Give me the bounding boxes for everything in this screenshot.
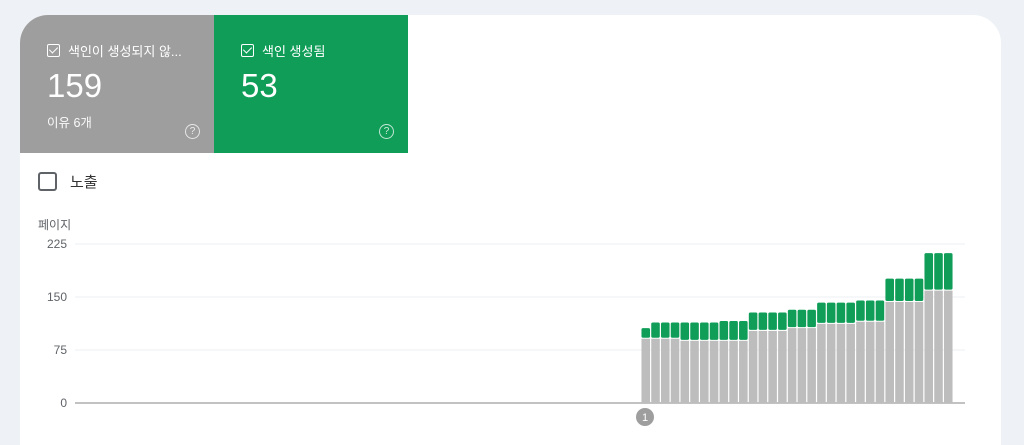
bar-indexed[interactable] — [924, 253, 934, 290]
bar-indexed[interactable] — [651, 322, 660, 338]
bar-not-indexed[interactable] — [651, 338, 660, 403]
bar-not-indexed[interactable] — [680, 340, 690, 403]
bar-indexed[interactable] — [934, 253, 943, 290]
tile-value: 159 — [47, 67, 103, 104]
bar-not-indexed[interactable] — [709, 340, 719, 403]
bar-indexed[interactable] — [895, 278, 904, 301]
bar-not-indexed[interactable] — [670, 338, 680, 403]
bar-not-indexed[interactable] — [807, 328, 816, 403]
bar-indexed[interactable] — [709, 322, 719, 340]
bar-not-indexed[interactable] — [729, 340, 738, 403]
bar-not-indexed[interactable] — [641, 338, 651, 403]
tile-label: 색인 생성됨 — [262, 43, 326, 59]
bar-not-indexed[interactable] — [797, 328, 807, 403]
bar-not-indexed[interactable] — [846, 323, 855, 403]
bar-indexed[interactable] — [817, 302, 826, 323]
bar-not-indexed[interactable] — [895, 301, 904, 403]
annotation-label: 1 — [642, 412, 648, 424]
index-coverage-card: 색인이 생성되지 않... 159 이유 6개 ? 색인 생성됨 53 ? 노출 — [20, 15, 1001, 445]
bar-indexed[interactable] — [865, 300, 875, 321]
bar-not-indexed[interactable] — [778, 330, 787, 403]
checkbox-unchecked-icon[interactable] — [38, 172, 57, 191]
y-tick-label: 225 — [47, 237, 67, 251]
bar-not-indexed[interactable] — [719, 340, 729, 403]
help-circle-icon[interactable]: ? — [379, 124, 394, 139]
bar-indexed[interactable] — [885, 278, 894, 301]
bar-not-indexed[interactable] — [826, 323, 836, 403]
bar-indexed[interactable] — [690, 322, 699, 340]
stacked-bar-chart: 페이지 0 75 150 225 1 — [38, 218, 965, 426]
checkbox-checked-icon[interactable] — [47, 43, 60, 57]
checkbox-checked-icon[interactable] — [241, 43, 254, 57]
bar-indexed[interactable] — [719, 321, 729, 340]
bar-not-indexed[interactable] — [914, 301, 924, 403]
bar-indexed[interactable] — [670, 322, 680, 338]
bar-indexed[interactable] — [729, 321, 738, 340]
bar-indexed[interactable] — [758, 312, 768, 330]
bar-not-indexed[interactable] — [787, 328, 797, 403]
bar-indexed[interactable] — [768, 312, 777, 330]
bar-not-indexed[interactable] — [660, 338, 670, 403]
bar-not-indexed[interactable] — [700, 340, 709, 403]
bar-not-indexed[interactable] — [865, 321, 875, 403]
tile-value: 53 — [241, 67, 278, 104]
bar-not-indexed[interactable] — [885, 301, 894, 403]
bar-not-indexed[interactable] — [768, 330, 777, 403]
bar-indexed[interactable] — [826, 302, 836, 323]
bar-indexed[interactable] — [739, 321, 748, 340]
not-indexed-tile[interactable]: 색인이 생성되지 않... 159 이유 6개 ? — [20, 15, 214, 153]
bar-indexed[interactable] — [787, 309, 797, 328]
bar-indexed[interactable] — [846, 302, 855, 323]
bar-not-indexed[interactable] — [748, 330, 758, 403]
help-circle-icon[interactable]: ? — [185, 124, 200, 139]
indexed-tile[interactable]: 색인 생성됨 53 ? — [214, 15, 408, 153]
y-tick-label: 0 — [60, 396, 67, 410]
bar-not-indexed[interactable] — [856, 321, 865, 403]
bar-indexed[interactable] — [778, 312, 787, 330]
bar-not-indexed[interactable] — [690, 340, 699, 403]
bar-indexed[interactable] — [680, 322, 690, 340]
y-axis-label: 페이지 — [38, 218, 71, 232]
bar-indexed[interactable] — [943, 253, 953, 290]
bar-not-indexed[interactable] — [943, 290, 953, 403]
tile-subtext: 이유 6개 — [47, 116, 92, 130]
bar-not-indexed[interactable] — [758, 330, 768, 403]
tile-label: 색인이 생성되지 않... — [68, 43, 182, 59]
bar-indexed[interactable] — [904, 278, 914, 301]
bar-indexed[interactable] — [875, 300, 885, 321]
bar-not-indexed[interactable] — [904, 301, 914, 403]
bar-indexed[interactable] — [660, 322, 670, 338]
bar-not-indexed[interactable] — [924, 290, 934, 403]
bar-indexed[interactable] — [641, 328, 651, 338]
bar-indexed[interactable] — [836, 302, 846, 323]
bar-indexed[interactable] — [856, 300, 865, 321]
y-tick-label: 75 — [54, 343, 68, 357]
annotation-marker[interactable]: 1 — [636, 408, 654, 426]
y-tick-label: 150 — [47, 290, 67, 304]
impressions-label: 노출 — [70, 174, 98, 191]
bar-not-indexed[interactable] — [817, 323, 826, 403]
bar-indexed[interactable] — [700, 322, 709, 340]
bar-not-indexed[interactable] — [875, 321, 885, 403]
bar-not-indexed[interactable] — [934, 290, 943, 403]
impressions-toggle[interactable]: 노출 — [38, 171, 98, 192]
bar-indexed[interactable] — [914, 278, 924, 301]
bar-not-indexed[interactable] — [836, 323, 846, 403]
bar-indexed[interactable] — [748, 312, 758, 330]
bar-not-indexed[interactable] — [739, 340, 748, 403]
bar-indexed[interactable] — [807, 309, 816, 328]
bar-indexed[interactable] — [797, 309, 807, 328]
